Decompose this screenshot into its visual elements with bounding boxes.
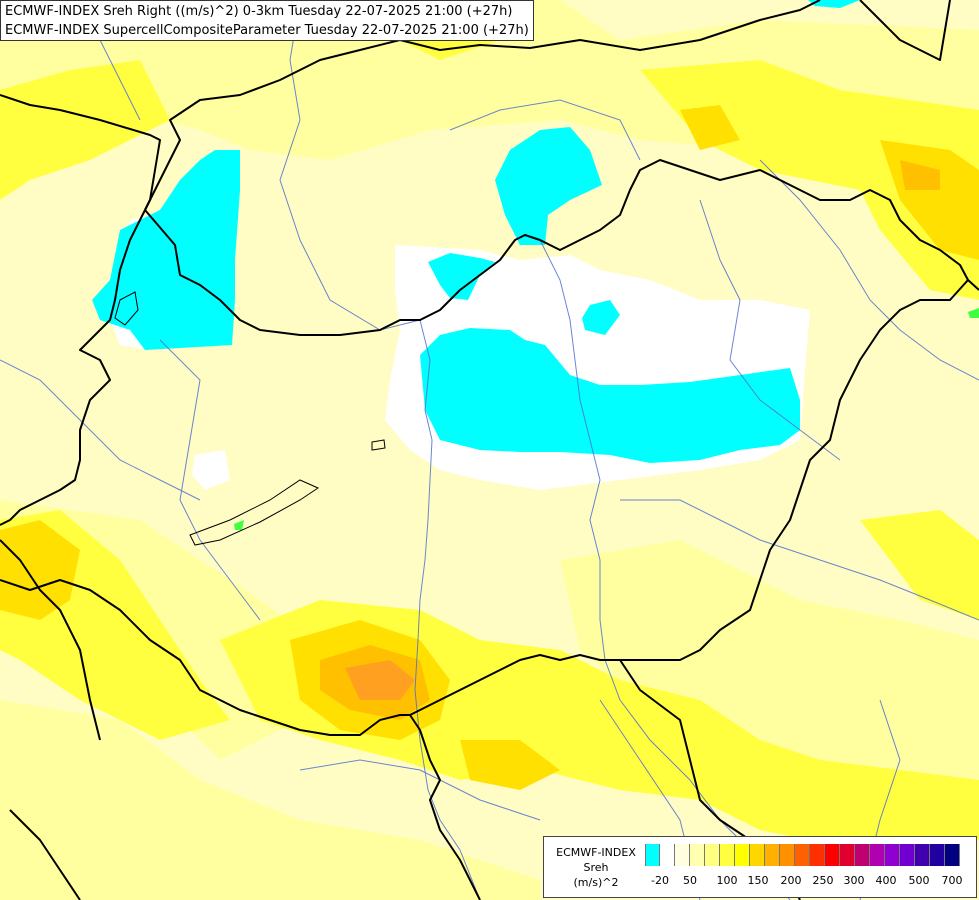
sreh-band-250 xyxy=(345,660,415,700)
border-northeast xyxy=(859,0,951,61)
legend-swatch xyxy=(825,844,840,866)
legend-swatch xyxy=(660,844,675,866)
title-line-1: ECMWF-INDEX Sreh Right ((m/s)^2) 0-3km T… xyxy=(5,4,513,19)
legend-swatch xyxy=(930,844,945,866)
border-east xyxy=(409,279,969,716)
legend-tick-label: 500 xyxy=(908,874,930,887)
title-line-2: ECMWF-INDEX SupercellCompositeParameter … xyxy=(5,23,529,38)
legend-tick-label: 50 xyxy=(683,874,697,887)
legend-line-3: (m/s)^2 xyxy=(573,876,619,889)
border-southwest xyxy=(0,539,101,741)
legend-swatch xyxy=(915,844,930,866)
legend-tick-label: 700 xyxy=(941,874,963,887)
sreh-band-150 xyxy=(0,105,979,790)
scp-green-spots xyxy=(234,308,979,530)
legend-swatch xyxy=(780,844,795,866)
legend-tick-label: 150 xyxy=(747,874,769,887)
border-south-lower xyxy=(9,809,81,900)
legend-swatch xyxy=(720,844,735,866)
legend-swatch xyxy=(870,844,885,866)
color-legend: ECMWF-INDEX Sreh (m/s)^2 -20 50 100 150 200 2… xyxy=(543,836,977,898)
border-north xyxy=(0,94,979,336)
legend-tick-label: 300 xyxy=(843,874,865,887)
legend-title: ECMWF-INDEX Sreh (m/s)^2 xyxy=(548,845,644,890)
legend-tick-label: 100 xyxy=(716,874,738,887)
lake-balaton xyxy=(189,479,320,546)
map-title-box: ECMWF-INDEX Sreh Right ((m/s)^2) 0-3km T… xyxy=(0,0,534,41)
legend-swatches xyxy=(645,844,960,866)
legend-swatch xyxy=(705,844,720,866)
legend-swatch xyxy=(900,844,915,866)
border-west xyxy=(0,209,146,526)
legend-swatch xyxy=(750,844,765,866)
legend-swatch xyxy=(795,844,810,866)
legend-swatch xyxy=(735,844,750,866)
legend-line-2: Sreh xyxy=(583,861,609,874)
legend-tick-label: 250 xyxy=(812,874,834,887)
legend-line-1: ECMWF-INDEX xyxy=(556,846,636,859)
border-south xyxy=(0,579,481,900)
legend-swatch xyxy=(690,844,705,866)
legend-tick-label: 400 xyxy=(875,874,897,887)
legend-tick-label: -20 xyxy=(651,874,669,887)
legend-swatch xyxy=(945,844,960,866)
legend-tick-label: 200 xyxy=(780,874,802,887)
legend-swatch xyxy=(810,844,825,866)
legend-swatch xyxy=(765,844,780,866)
legend-swatch xyxy=(885,844,900,866)
legend-swatch xyxy=(840,844,855,866)
legend-swatch xyxy=(855,844,870,866)
lakes xyxy=(114,291,386,546)
legend-swatch xyxy=(645,844,660,866)
legend-ticks: -20 50 100 150 200 250 300 400 500 700 xyxy=(645,874,975,890)
sreh-band-cyan xyxy=(92,0,860,463)
legend-swatch xyxy=(675,844,690,866)
